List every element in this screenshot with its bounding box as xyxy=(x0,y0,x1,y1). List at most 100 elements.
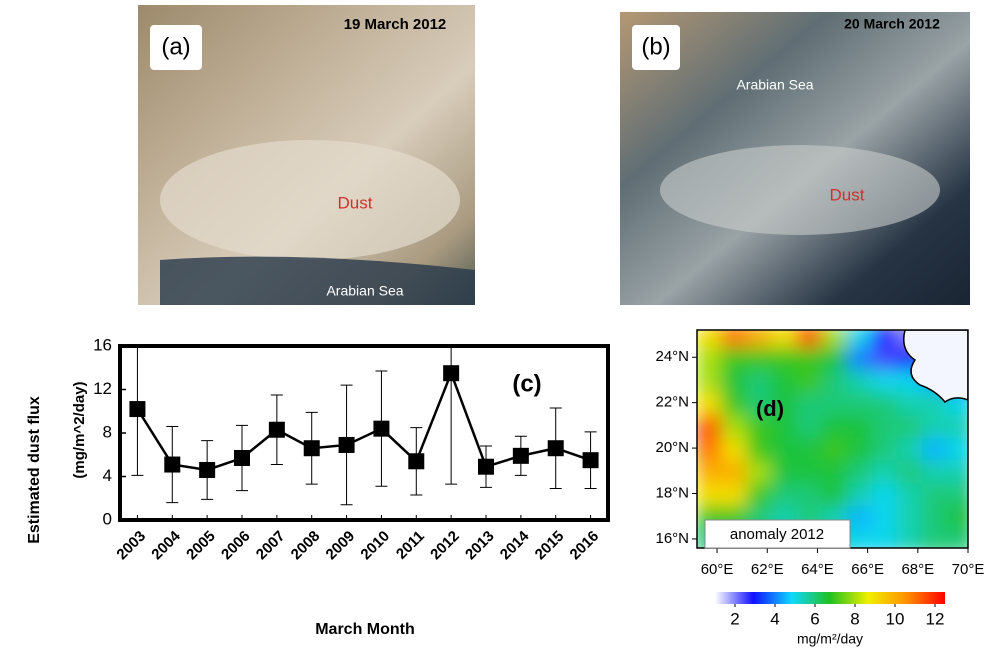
cell xyxy=(796,393,823,418)
line-chart: 0481216200320042005200620072008200920102… xyxy=(93,262,608,563)
cell xyxy=(872,370,899,395)
y-tick-label: 16°N xyxy=(655,530,689,547)
image-date: 19 March 2012 xyxy=(344,16,447,33)
colorbar-tick-label: 4 xyxy=(770,609,779,628)
cell xyxy=(796,438,823,463)
cell xyxy=(696,324,723,349)
y-tick-label: 24°N xyxy=(655,348,689,365)
marker xyxy=(513,448,529,464)
cell xyxy=(696,393,723,418)
cell xyxy=(721,347,748,372)
dust-plume xyxy=(660,145,940,235)
cell xyxy=(721,324,748,349)
cell xyxy=(746,438,773,463)
colorbar-tick-label: 12 xyxy=(926,609,945,628)
marker xyxy=(583,452,599,468)
marker xyxy=(199,462,215,478)
panel-label: (a) xyxy=(161,33,190,60)
x-tick-label: 2015 xyxy=(532,528,568,564)
cell xyxy=(721,483,748,508)
y-tick-label: 0 xyxy=(103,509,112,528)
cell xyxy=(721,393,748,418)
cell xyxy=(746,370,773,395)
cell xyxy=(872,324,899,349)
cell xyxy=(847,506,874,531)
annotation: Dust xyxy=(830,185,865,204)
y-axis-label: Estimated dust flux xyxy=(26,396,43,544)
cell xyxy=(796,370,823,395)
cell xyxy=(771,324,798,349)
cell xyxy=(872,483,899,508)
cell xyxy=(696,438,723,463)
map-area xyxy=(696,324,974,553)
y-tick-label: 18°N xyxy=(655,484,689,501)
cell xyxy=(796,483,823,508)
cell xyxy=(897,393,924,418)
marker xyxy=(339,437,355,453)
panel-label: (c) xyxy=(512,370,541,397)
cell xyxy=(821,438,848,463)
cell xyxy=(847,393,874,418)
dust-plume xyxy=(160,140,460,260)
cell xyxy=(847,438,874,463)
cell xyxy=(821,370,848,395)
marker xyxy=(234,450,250,466)
cell xyxy=(872,393,899,418)
x-tick-label: 2006 xyxy=(218,528,254,564)
cell xyxy=(821,461,848,486)
colorbar-tick-label: 8 xyxy=(850,609,859,628)
cell xyxy=(897,438,924,463)
cell xyxy=(796,324,823,349)
colorbar-tick-label: 10 xyxy=(886,609,905,628)
cell xyxy=(821,324,848,349)
marker xyxy=(269,422,285,438)
cell xyxy=(947,506,974,531)
x-tick-label: 2005 xyxy=(183,528,219,564)
marker xyxy=(548,440,564,456)
cell xyxy=(721,438,748,463)
colorbar-tick-label: 2 xyxy=(730,609,739,628)
panel-label: (d) xyxy=(756,396,784,421)
colorbar-tick-label: 6 xyxy=(810,609,819,628)
cell xyxy=(847,483,874,508)
x-tick-label: 2010 xyxy=(357,528,393,564)
x-tick-label: 60°E xyxy=(701,561,734,578)
cell xyxy=(897,483,924,508)
x-tick-label: 64°E xyxy=(801,561,834,578)
x-tick-label: 68°E xyxy=(901,561,934,578)
cell xyxy=(821,393,848,418)
y-tick-label: 16 xyxy=(93,335,112,354)
x-axis-label: March Month xyxy=(315,621,415,638)
cell xyxy=(872,461,899,486)
cell xyxy=(922,415,949,440)
marker xyxy=(408,453,424,469)
cell xyxy=(922,438,949,463)
cell xyxy=(947,438,974,463)
cell xyxy=(897,415,924,440)
cell xyxy=(696,461,723,486)
cell xyxy=(872,347,899,372)
annotation: anomaly 2012 xyxy=(730,526,824,543)
figure: (a) 19 March 2012 Dust Arabian Sea (b) 2… xyxy=(0,0,1005,653)
marker xyxy=(373,421,389,437)
marker xyxy=(129,401,145,417)
cell xyxy=(897,529,924,554)
cell xyxy=(922,461,949,486)
cell xyxy=(771,483,798,508)
cell xyxy=(872,438,899,463)
marker xyxy=(304,440,320,456)
y-axis-unit: (mg/m^2/day) xyxy=(71,381,88,478)
x-tick-label: 2014 xyxy=(497,527,533,563)
cell xyxy=(947,529,974,554)
cell xyxy=(947,483,974,508)
cell xyxy=(821,483,848,508)
annotation: Dust xyxy=(338,193,373,212)
cell xyxy=(872,529,899,554)
colorbar-label: mg/m²/day xyxy=(797,631,863,647)
y-tick-label: 12 xyxy=(93,379,112,398)
y-tick-label: 20°N xyxy=(655,439,689,456)
annotation: Arabian Sea xyxy=(736,77,813,93)
x-tick-label: 2003 xyxy=(113,528,149,564)
cell xyxy=(721,461,748,486)
cell xyxy=(771,347,798,372)
